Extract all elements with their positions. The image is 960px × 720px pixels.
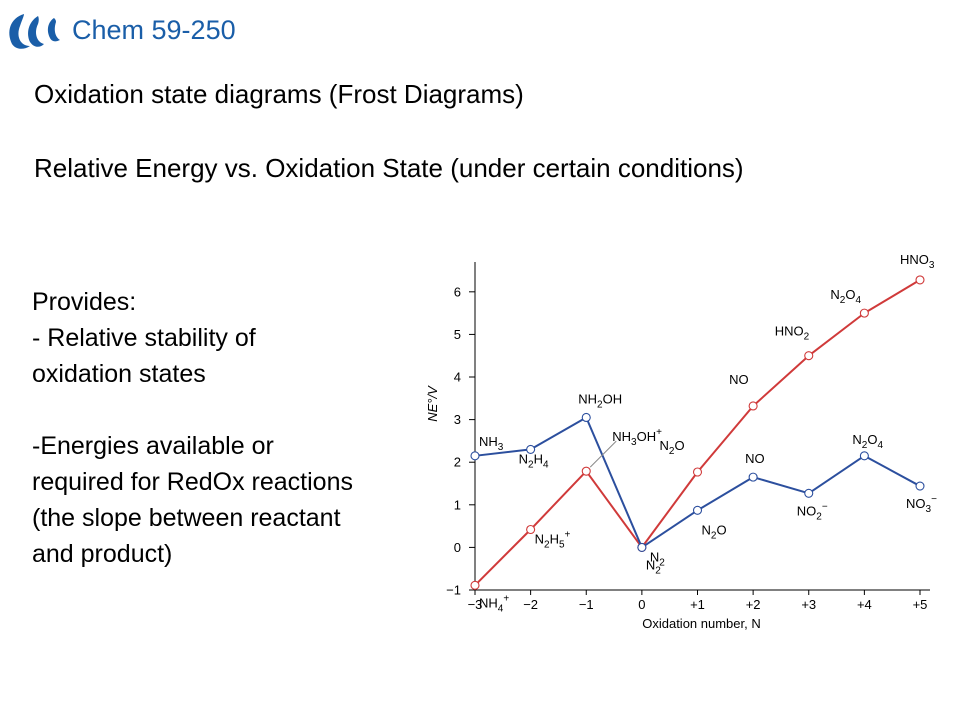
chart-axes: −1 0 1 2 3 4 5 6 −3 −2 −1 0 +1 +2 +3 +4 +5 Oxidation numb… [425, 262, 930, 631]
data-point-marker [526, 444, 536, 454]
x-tick-label: +5 [913, 597, 928, 612]
data-point-marker [526, 524, 536, 535]
species-label: NO [745, 451, 765, 466]
species-label: N2​H5​+​ [535, 530, 571, 551]
course-code: Chem 59-250 [72, 15, 236, 45]
x-tick-label: 0 [638, 597, 645, 612]
provides-line: and product) [32, 540, 173, 568]
data-point-marker [581, 466, 591, 476]
data-point-marker [915, 481, 925, 491]
provides-heading: Provides: [32, 288, 137, 316]
species-label: NO [729, 372, 749, 387]
frost-diagram-chart: −1 0 1 2 3 4 5 6 −3 −2 −1 0 +1 +2 +3 +4 +5 Oxidation numb… [425, 252, 937, 631]
provides-line: required for RedOx reactions [32, 468, 353, 496]
provides-line: (the slope between reactant [32, 504, 341, 532]
provides-list: Provides: - Relative stability of oxidat… [32, 284, 353, 572]
x-tick-label: −3 [468, 597, 483, 612]
x-tick-label: −1 [579, 597, 594, 612]
species-label: NH2​OH [578, 391, 622, 410]
x-tick-label: +4 [857, 597, 872, 612]
provides-spacer [32, 392, 353, 428]
species-label: NH3​OH+​ [612, 427, 662, 448]
x-tick-label: +2 [746, 597, 761, 612]
species-label: NO3​−​ [906, 494, 937, 515]
species-label: NO2​−​ [797, 501, 828, 522]
data-point-marker [804, 488, 814, 498]
data-point-marker [859, 451, 869, 461]
x-tick-label: +3 [801, 597, 816, 612]
provides-line: - Relative stability of [32, 324, 256, 352]
university-logo-icon [9, 14, 60, 49]
species-label: N2​O [660, 438, 685, 457]
y-tick-label: 6 [454, 284, 461, 299]
data-point-marker [804, 351, 814, 361]
y-tick-label: −1 [446, 583, 461, 598]
species-label: N2​ [650, 549, 665, 568]
species-label: HNO2​ [775, 324, 810, 343]
chart-species-labels: NH4​+​ N2​H5​+​ NH3​OH+​ N2​ N2​O NO HNO2​ N2​O… [479, 252, 937, 614]
slide-title: Oxidation state diagrams (Frost Diagrams… [34, 79, 524, 109]
data-point-marker [915, 275, 925, 285]
slide-subtitle: Relative Energy vs. Oxidation State (und… [34, 153, 744, 183]
species-label: NH4​+​ [479, 593, 509, 614]
provides-line: -Energies available or [32, 432, 274, 460]
species-label: N2​H4​ [519, 451, 549, 470]
species-label: HNO3​ [900, 252, 935, 271]
species-label: NH3​ [479, 434, 504, 453]
data-point-marker [692, 467, 703, 477]
y-tick-label: 3 [454, 412, 461, 427]
data-point-marker [748, 401, 758, 411]
species-label: N2​O [702, 522, 727, 541]
data-point-marker [470, 451, 480, 461]
y-tick-label: 4 [454, 370, 461, 385]
data-point-marker [748, 472, 758, 482]
x-tick-label: −2 [523, 597, 538, 612]
y-axis-title: NE°/V [425, 385, 440, 422]
y-tick-label: 2 [454, 455, 461, 470]
x-tick-label: +1 [690, 597, 705, 612]
data-point-marker [692, 505, 703, 515]
y-tick-label: 5 [454, 327, 461, 342]
y-tick-label: 0 [454, 540, 461, 555]
species-label: N2​O4​ [830, 287, 861, 306]
species-label: N2​ [646, 557, 661, 576]
data-point-marker [637, 542, 647, 552]
x-axis-title: Oxidation number, N [642, 616, 761, 631]
data-point-marker [470, 580, 480, 590]
provides-line: oxidation states [32, 360, 206, 388]
species-label: N2​O4​ [852, 432, 883, 451]
leader-line [589, 440, 617, 468]
chart-markers [470, 275, 925, 590]
y-tick-label: 1 [454, 497, 461, 512]
data-point-marker [581, 412, 591, 423]
data-point-marker [859, 308, 869, 318]
